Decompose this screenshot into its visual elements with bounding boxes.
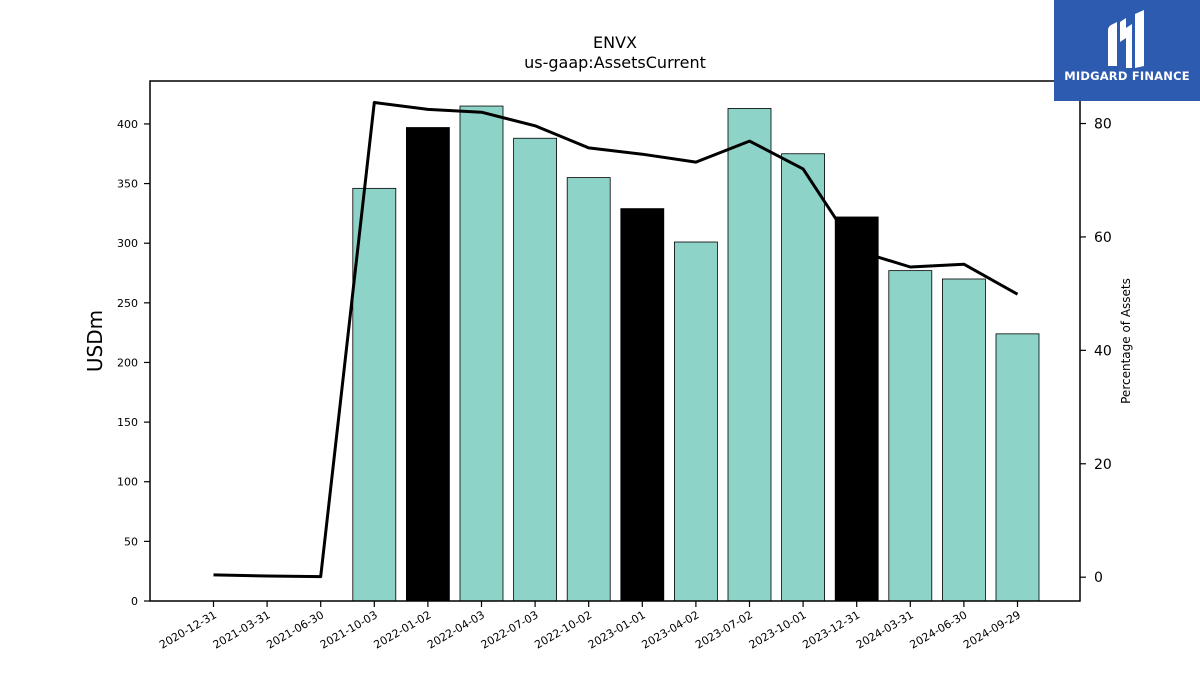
- x-tick-label: 2021-03-31: [211, 608, 273, 651]
- y-tick-label: 100: [117, 476, 138, 489]
- logo-text: MIDGARD FINANCE: [1064, 69, 1190, 83]
- x-tick-label: 2022-01-02: [372, 608, 434, 651]
- chart-title: ENVX: [593, 33, 637, 52]
- bar-2021-10-03: [352, 187, 397, 602]
- y-tick-label: 400: [117, 118, 138, 131]
- x-tick-label: 2021-10-03: [318, 608, 380, 651]
- percentage-line: [213, 101, 1019, 579]
- y2-tick-label: 40: [1094, 343, 1112, 359]
- x-tick-label: 2023-12-31: [800, 608, 862, 651]
- plot-frame: [149, 80, 1081, 602]
- midgard-logo: MIDGARD FINANCE: [1054, 0, 1200, 101]
- chart-subtitle: us-gaap:AssetsCurrent: [524, 53, 706, 72]
- x-tick-label: 2020-12-31: [157, 608, 219, 651]
- bar-2023-01-01: [620, 208, 665, 602]
- x-tick-label: 2023-01-01: [586, 608, 648, 651]
- bar-2024-09-29: [995, 333, 1040, 602]
- y-tick-label: 200: [117, 356, 138, 369]
- bar-2023-12-31: [834, 216, 879, 602]
- y-tick-label: 50: [124, 535, 138, 548]
- y-axis-right: 0 20 40 60 80: [1080, 117, 1112, 586]
- bar-2024-06-30: [942, 278, 986, 602]
- y-tick-label: 300: [117, 237, 138, 250]
- y-tick-label: 350: [117, 178, 138, 191]
- x-tick-label: 2021-06-30: [264, 608, 326, 651]
- x-tick-label: 2024-09-29: [961, 608, 1023, 651]
- midgard-logo-icon: [1108, 10, 1144, 68]
- x-tick-label: 2023-07-02: [693, 608, 755, 651]
- bar-group: [352, 105, 1040, 602]
- bar-2024-03-31: [888, 270, 933, 602]
- x-tick-label: 2024-06-30: [908, 608, 970, 651]
- x-tick-label: 2022-10-02: [532, 608, 594, 651]
- bar-2022-04-03: [459, 105, 504, 602]
- x-axis: 2020-12-312021-03-312021-06-302021-10-03…: [157, 601, 1023, 652]
- y-tick-label: 0: [131, 595, 138, 608]
- bar-2023-04-02: [674, 241, 718, 602]
- y2-tick-label: 60: [1094, 230, 1112, 246]
- x-tick-label: 2022-07-03: [479, 608, 541, 651]
- bar-2023-07-02: [727, 108, 772, 602]
- bar-2022-10-02: [566, 177, 611, 602]
- x-tick-label: 2023-10-01: [747, 608, 809, 651]
- bar-2022-07-03: [513, 137, 557, 602]
- x-tick-label: 2022-04-03: [425, 608, 487, 651]
- y-axis-left: 0 50 100 150 200 250 300 350 400: [117, 118, 150, 608]
- x-tick-label: 2023-04-02: [640, 608, 702, 651]
- y2-axis-label: Percentage of Assets: [1119, 278, 1133, 404]
- x-tick-label: 2024-03-31: [854, 608, 916, 651]
- y2-tick-label: 80: [1094, 117, 1112, 133]
- line-group: [213, 101, 1019, 579]
- y-tick-label: 150: [117, 416, 138, 429]
- bar-2023-10-01: [781, 153, 825, 602]
- bar-2022-01-02: [405, 127, 450, 602]
- y2-tick-label: 20: [1094, 457, 1112, 473]
- y-axis-label: USDm: [83, 310, 107, 372]
- y2-tick-label: 0: [1094, 570, 1103, 586]
- y-tick-label: 250: [117, 297, 138, 310]
